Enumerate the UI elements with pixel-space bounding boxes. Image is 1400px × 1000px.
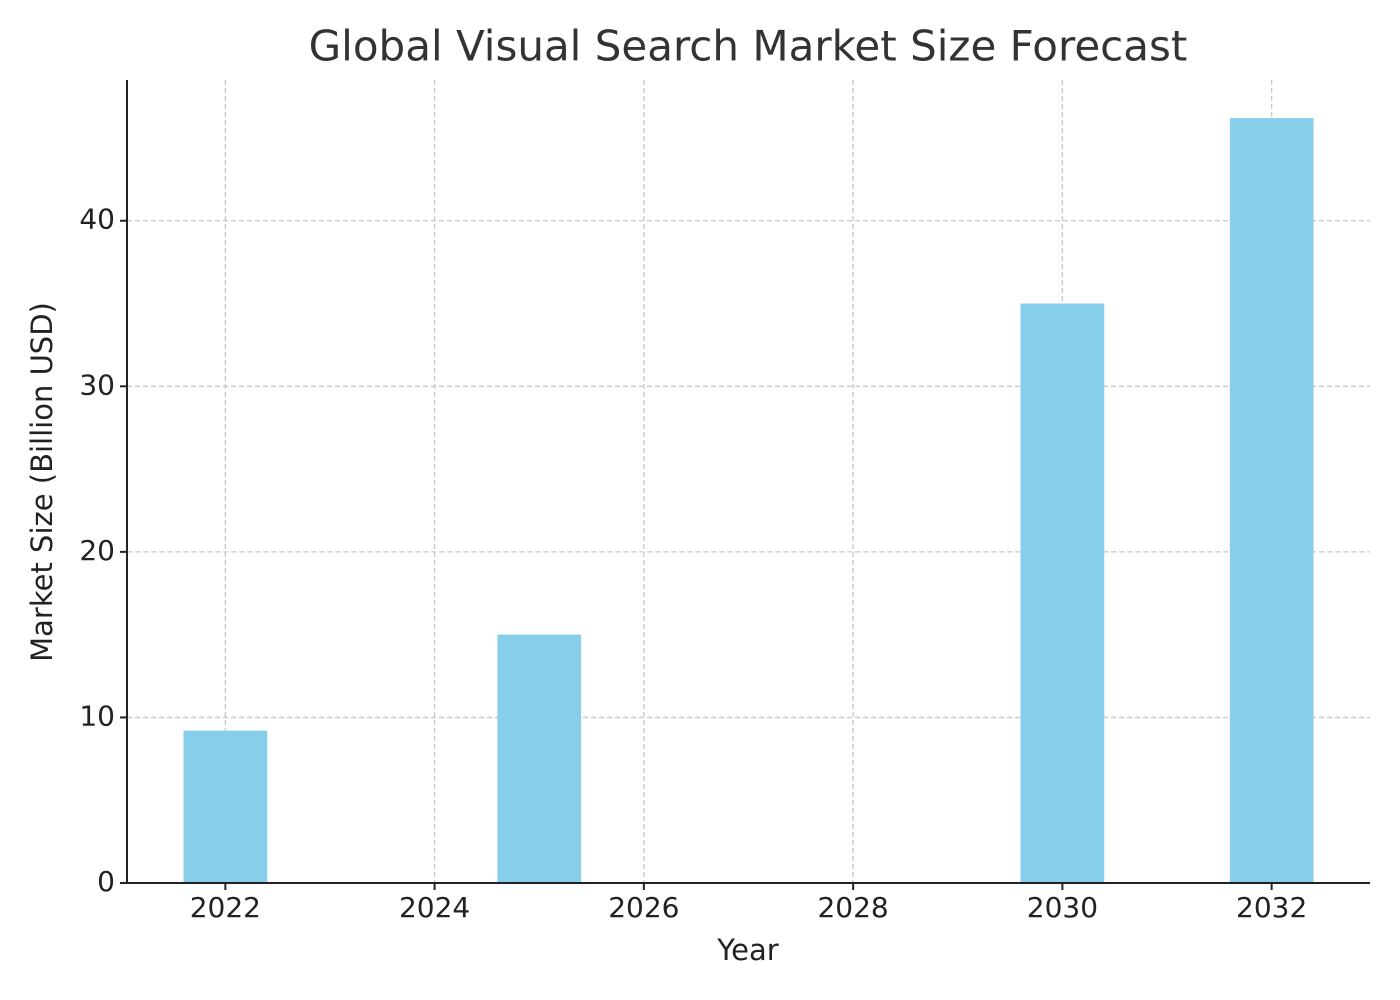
y-tick-label: 0 [97,865,115,898]
bar [497,634,582,883]
y-tick-label: 20 [79,534,115,567]
x-tick-label: 2022 [190,891,261,924]
y-tick-label: 10 [79,699,115,732]
x-tick-label: 2024 [399,891,470,924]
x-axis-label: Year [716,933,778,967]
y-tick-label: 30 [79,368,115,401]
grid [127,80,1370,884]
bar [183,730,268,883]
bar [1229,118,1314,883]
x-tick-label: 2028 [817,891,888,924]
x-tick-label: 2032 [1236,891,1307,924]
y-axis-label: Market Size (Billion USD) [25,302,59,662]
x-tick-label: 2030 [1027,891,1098,924]
chart-title: Global Visual Search Market Size Forecas… [309,22,1188,71]
y-tick-label: 40 [79,203,115,236]
plot-area [183,118,1314,883]
bar [1020,303,1105,883]
x-tick-label: 2026 [608,891,679,924]
